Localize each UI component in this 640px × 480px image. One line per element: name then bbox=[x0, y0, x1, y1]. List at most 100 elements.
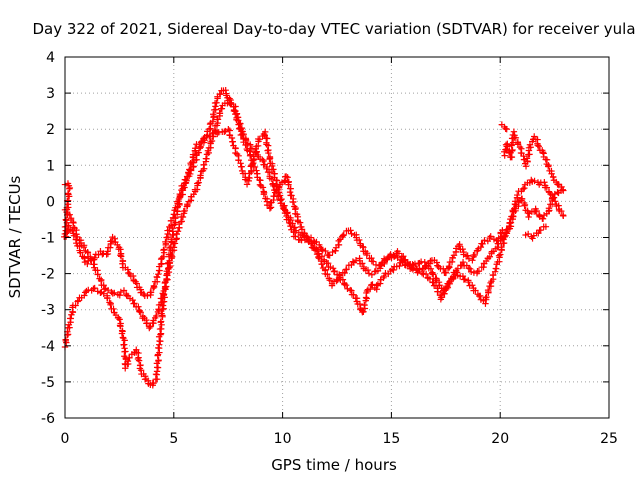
data-point bbox=[91, 284, 98, 292]
data-point bbox=[519, 185, 527, 193]
data-point bbox=[80, 243, 88, 251]
data-point bbox=[249, 160, 256, 168]
data-point bbox=[491, 268, 499, 275]
data-point bbox=[197, 139, 205, 146]
data-point bbox=[331, 267, 338, 275]
data-point bbox=[65, 222, 72, 229]
data-point bbox=[330, 278, 338, 285]
data-point bbox=[106, 244, 114, 251]
data-point bbox=[214, 116, 222, 123]
data-point bbox=[280, 205, 287, 212]
data-point bbox=[383, 256, 391, 263]
data-point bbox=[560, 212, 567, 220]
data-point bbox=[350, 291, 357, 298]
data-point bbox=[558, 183, 565, 191]
data-point bbox=[469, 282, 476, 289]
data-point bbox=[62, 336, 69, 343]
data-point bbox=[287, 185, 294, 192]
data-point bbox=[483, 293, 490, 301]
data-point bbox=[342, 282, 350, 289]
data-point bbox=[143, 319, 151, 327]
data-point bbox=[122, 365, 129, 372]
data-point bbox=[422, 270, 430, 278]
data-point bbox=[108, 288, 115, 296]
data-point bbox=[504, 143, 511, 150]
data-point bbox=[296, 219, 304, 226]
data-point bbox=[348, 230, 355, 237]
data-point bbox=[266, 155, 273, 163]
data-point bbox=[487, 233, 494, 240]
data-point bbox=[104, 286, 112, 294]
data-point bbox=[147, 323, 154, 330]
data-point bbox=[359, 260, 366, 267]
data-point bbox=[545, 163, 552, 170]
data-point bbox=[526, 141, 534, 148]
data-point bbox=[285, 181, 292, 188]
data-point bbox=[135, 303, 142, 310]
data-point bbox=[126, 354, 133, 361]
data-point bbox=[111, 289, 118, 297]
data-point bbox=[319, 247, 326, 254]
data-point bbox=[129, 296, 136, 304]
data-point bbox=[541, 179, 548, 186]
data-point bbox=[238, 163, 245, 170]
y-tick-label: 2 bbox=[46, 122, 55, 138]
data-point bbox=[466, 265, 474, 273]
data-point bbox=[395, 250, 403, 257]
data-point bbox=[471, 251, 478, 259]
data-point bbox=[459, 245, 466, 253]
data-point bbox=[181, 207, 189, 215]
data-point bbox=[558, 207, 565, 215]
data-point bbox=[479, 240, 486, 248]
data-point bbox=[340, 231, 348, 239]
data-point bbox=[361, 301, 368, 309]
data-point bbox=[438, 294, 446, 301]
data-point bbox=[381, 272, 388, 280]
data-point bbox=[486, 253, 494, 260]
data-point bbox=[90, 285, 97, 292]
data-point bbox=[65, 193, 73, 200]
data-point bbox=[339, 232, 347, 239]
data-point bbox=[531, 177, 538, 185]
data-point bbox=[285, 216, 292, 223]
data-point bbox=[499, 227, 506, 234]
data-point bbox=[107, 301, 114, 309]
data-point bbox=[179, 186, 186, 194]
data-point bbox=[275, 189, 282, 196]
grid bbox=[65, 57, 609, 418]
data-point bbox=[135, 357, 143, 364]
data-point bbox=[370, 258, 377, 265]
data-point bbox=[131, 300, 138, 307]
data-point bbox=[390, 266, 397, 274]
data-point bbox=[349, 258, 357, 265]
data-point bbox=[324, 271, 331, 278]
data-point bbox=[265, 149, 272, 157]
data-point bbox=[534, 142, 541, 149]
data-point bbox=[270, 166, 277, 173]
data-point bbox=[381, 260, 388, 268]
data-point bbox=[124, 357, 132, 365]
data-point bbox=[70, 232, 78, 239]
data-point bbox=[160, 247, 167, 254]
data-point bbox=[422, 263, 429, 271]
data-point bbox=[529, 235, 536, 242]
data-point bbox=[514, 191, 521, 199]
data-point bbox=[150, 379, 157, 387]
data-point bbox=[454, 265, 462, 272]
data-point bbox=[503, 126, 510, 133]
data-point bbox=[157, 318, 165, 325]
data-point bbox=[465, 278, 472, 286]
data-point bbox=[160, 246, 168, 253]
data-point bbox=[535, 143, 543, 150]
data-point bbox=[155, 271, 162, 278]
x-tick-label: 10 bbox=[274, 431, 292, 447]
data-point bbox=[84, 260, 91, 268]
data-point bbox=[62, 233, 70, 240]
data-point bbox=[307, 234, 315, 241]
x-tick-label: 20 bbox=[491, 431, 509, 447]
data-point bbox=[136, 308, 143, 315]
data-point bbox=[501, 233, 508, 241]
data-point bbox=[537, 226, 544, 234]
data-point bbox=[365, 270, 373, 277]
data-point bbox=[326, 252, 333, 259]
